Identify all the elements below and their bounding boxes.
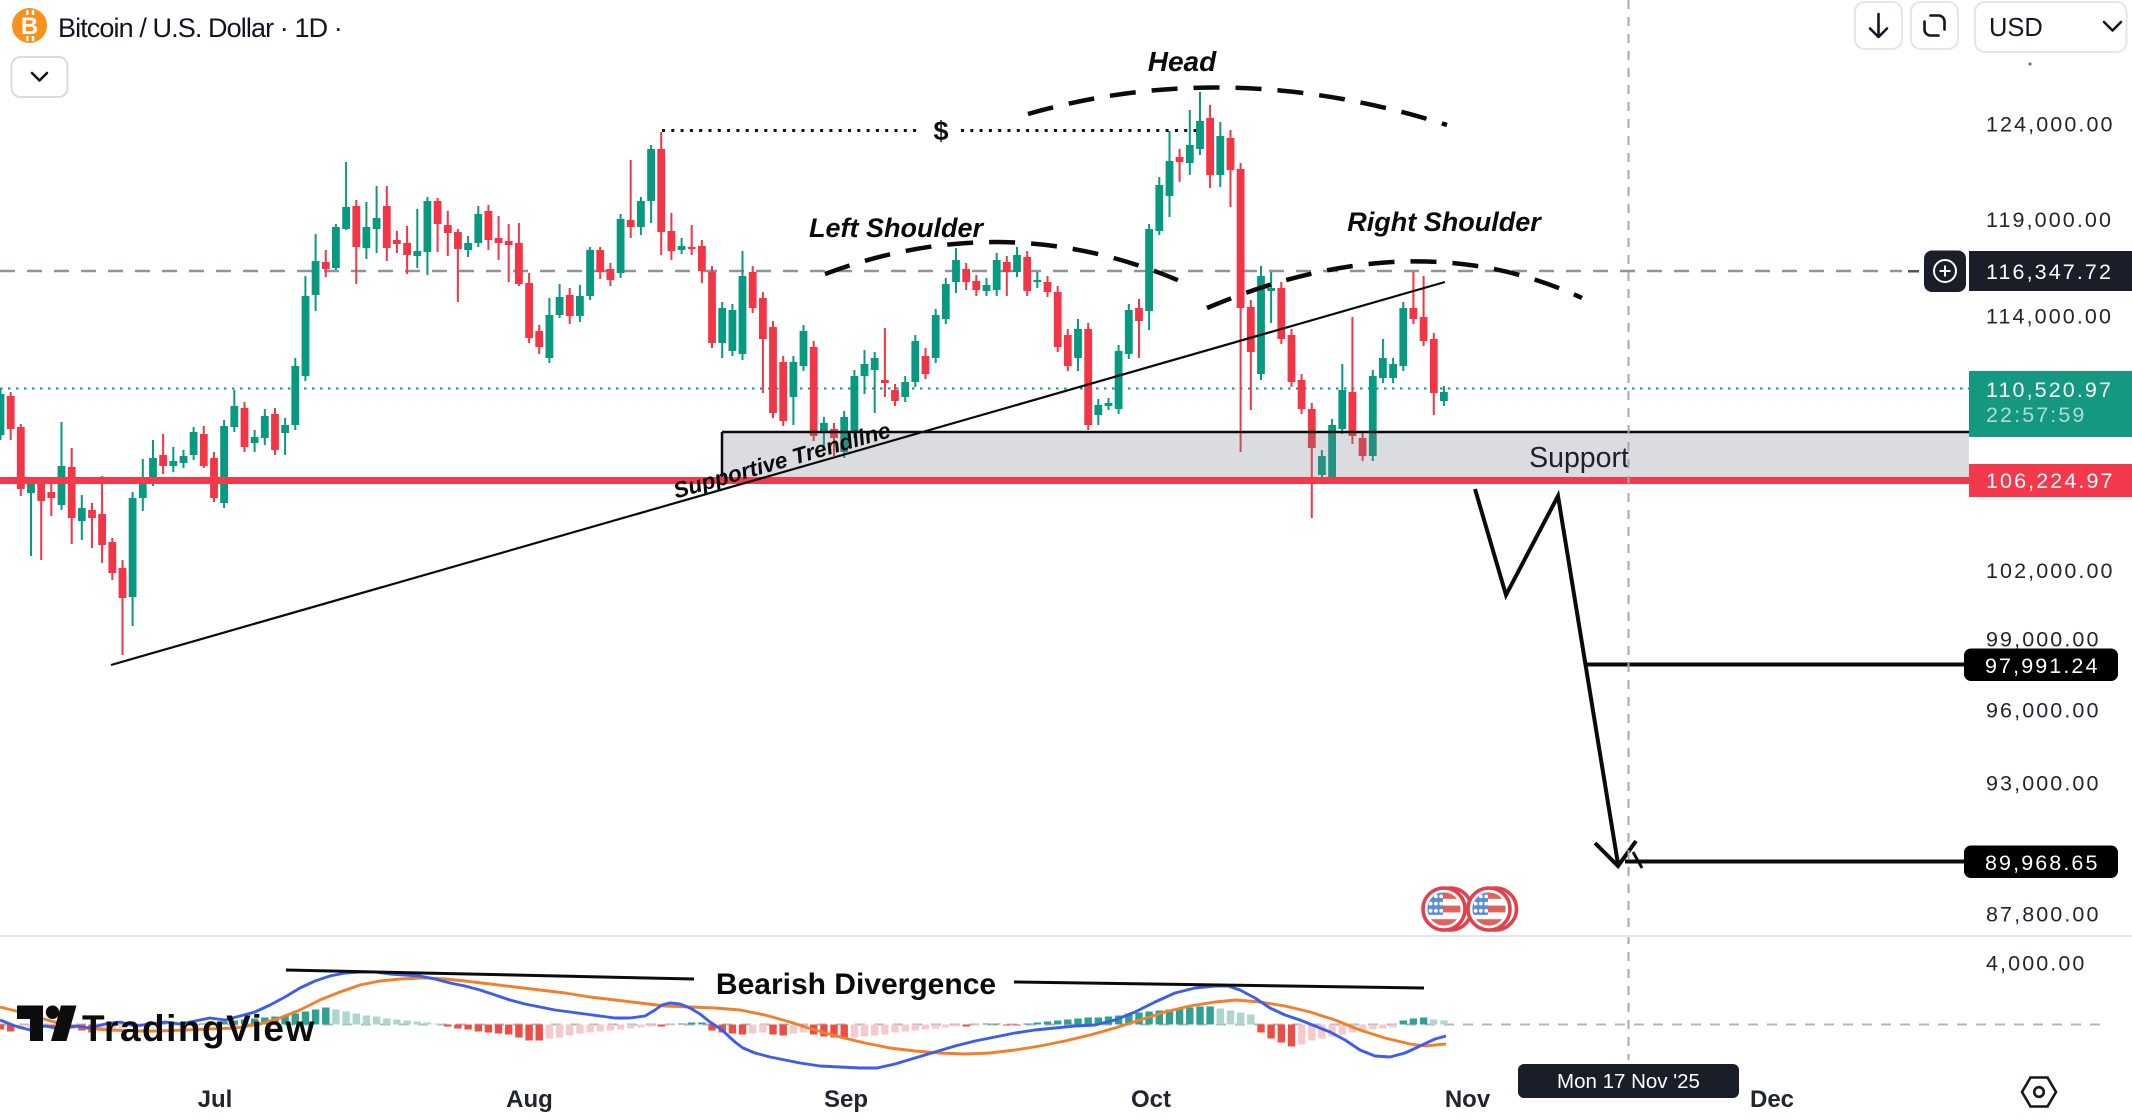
svg-text:Left Shoulder: Left Shoulder [809,213,984,243]
svg-text:Jul: Jul [198,1086,233,1113]
svg-text:Mon 17 Nov '25: Mon 17 Nov '25 [1557,1070,1700,1093]
svg-text:Support: Support [1529,442,1629,474]
svg-text:22:57:59: 22:57:59 [1986,403,2087,427]
svg-text:110,520.97: 110,520.97 [1986,378,2113,402]
svg-text:Aug: Aug [506,1086,553,1113]
svg-text:106,224.97: 106,224.97 [1986,469,2115,493]
svg-text:4,000.00: 4,000.00 [1986,952,2087,976]
svg-text:97,991.24: 97,991.24 [1985,654,2100,678]
svg-text:119,000.00: 119,000.00 [1986,208,2113,232]
svg-text:Dec: Dec [1750,1086,1794,1113]
svg-text:Bitcoin / U.S. Dollar · 1D ·: Bitcoin / U.S. Dollar · 1D · [58,13,342,43]
svg-text:114,000.00: 114,000.00 [1986,305,2113,329]
svg-text:102,000.00: 102,000.00 [1986,559,2115,583]
svg-text:116,347.72: 116,347.72 [1986,260,2113,284]
svg-text:Oct: Oct [1131,1086,1171,1113]
svg-text:B: B [21,13,38,40]
svg-text:87,800.00: 87,800.00 [1986,903,2101,927]
svg-text:99,000.00: 99,000.00 [1986,628,2101,652]
svg-text:96,000.00: 96,000.00 [1986,699,2101,723]
svg-text:$: $ [933,116,948,146]
svg-text:TradingView: TradingView [82,1008,316,1049]
svg-text:Right Shoulder: Right Shoulder [1347,207,1542,237]
svg-text:Head: Head [1148,46,1217,77]
svg-text:89,968.65: 89,968.65 [1985,851,2100,875]
svg-text:93,000.00: 93,000.00 [1986,772,2101,796]
svg-text:USD: USD [1989,14,2043,42]
svg-text:Sep: Sep [824,1086,868,1113]
svg-text:124,000.00: 124,000.00 [1986,113,2115,137]
svg-text:Bearish Divergence: Bearish Divergence [716,968,996,1001]
svg-text:Nov: Nov [1445,1086,1491,1113]
